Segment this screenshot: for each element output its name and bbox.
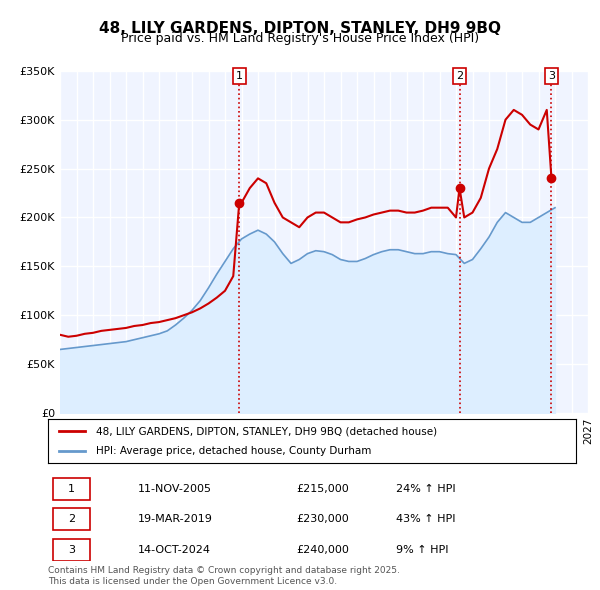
Text: 2: 2 bbox=[68, 514, 76, 525]
Text: 9% ↑ HPI: 9% ↑ HPI bbox=[397, 545, 449, 555]
Text: 3: 3 bbox=[68, 545, 75, 555]
Text: 14-OCT-2024: 14-OCT-2024 bbox=[138, 545, 211, 555]
Text: Contains HM Land Registry data © Crown copyright and database right 2025.
This d: Contains HM Land Registry data © Crown c… bbox=[48, 566, 400, 586]
Text: Price paid vs. HM Land Registry's House Price Index (HPI): Price paid vs. HM Land Registry's House … bbox=[121, 32, 479, 45]
Text: £240,000: £240,000 bbox=[296, 545, 349, 555]
Text: 19-MAR-2019: 19-MAR-2019 bbox=[138, 514, 212, 525]
Text: 24% ↑ HPI: 24% ↑ HPI bbox=[397, 484, 456, 494]
Text: 48, LILY GARDENS, DIPTON, STANLEY, DH9 9BQ: 48, LILY GARDENS, DIPTON, STANLEY, DH9 9… bbox=[99, 21, 501, 35]
FancyBboxPatch shape bbox=[53, 539, 90, 560]
Text: HPI: Average price, detached house, County Durham: HPI: Average price, detached house, Coun… bbox=[95, 446, 371, 455]
Text: 11-NOV-2005: 11-NOV-2005 bbox=[138, 484, 212, 494]
Text: 2: 2 bbox=[456, 71, 463, 81]
Text: £215,000: £215,000 bbox=[296, 484, 349, 494]
Text: 43% ↑ HPI: 43% ↑ HPI bbox=[397, 514, 456, 525]
Text: £230,000: £230,000 bbox=[296, 514, 349, 525]
Text: 48, LILY GARDENS, DIPTON, STANLEY, DH9 9BQ (detached house): 48, LILY GARDENS, DIPTON, STANLEY, DH9 9… bbox=[95, 427, 437, 436]
Text: 3: 3 bbox=[548, 71, 555, 81]
Text: 1: 1 bbox=[68, 484, 75, 494]
FancyBboxPatch shape bbox=[53, 509, 90, 530]
FancyBboxPatch shape bbox=[53, 478, 90, 500]
Text: 1: 1 bbox=[236, 71, 243, 81]
